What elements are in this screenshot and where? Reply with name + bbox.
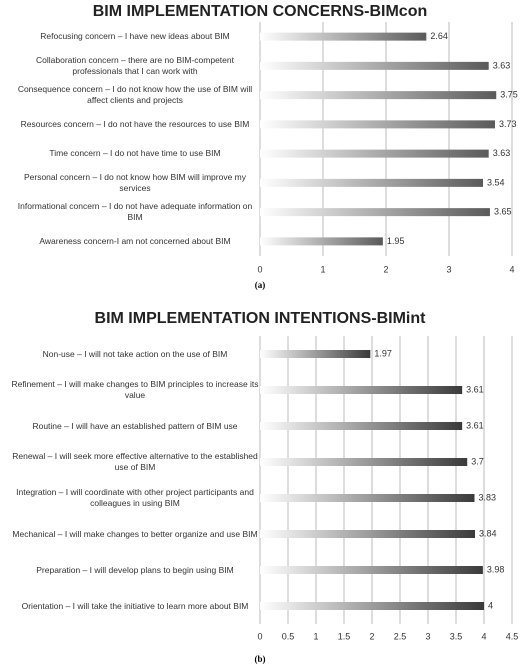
caption: (a)	[255, 280, 266, 290]
y-tick-label: Time concern – I do not have time to use…	[49, 148, 221, 159]
category-label-box: Integration – I will coordinate with oth…	[16, 487, 254, 508]
value-label: 4	[488, 600, 493, 610]
value-label: 3.54	[487, 177, 505, 187]
x-tick-label: 1	[320, 264, 325, 274]
category-label-box: Refinement – I will make changes to BIM …	[11, 379, 259, 400]
bar	[260, 178, 484, 187]
bar	[260, 494, 475, 502]
bar	[260, 208, 490, 217]
bar	[260, 91, 497, 100]
x-tick-label: 2.5	[394, 631, 407, 641]
x-tick-label: 1.5	[338, 631, 351, 641]
bar	[260, 566, 483, 574]
bar	[260, 530, 476, 538]
y-tick-label: Preparation – I will develop plans to be…	[36, 564, 234, 575]
bar	[260, 386, 463, 394]
bar	[260, 61, 489, 70]
x-tick-label: 4.5	[506, 631, 519, 641]
x-tick-label: 0	[257, 631, 262, 641]
value-label: 3.61	[466, 420, 484, 430]
x-tick-label: 1	[313, 631, 318, 641]
y-tick-label: Integration – I will coordinate with oth…	[16, 487, 254, 508]
x-tick-label: 3	[425, 631, 430, 641]
y-tick-label: Renewal – I will seek more effective alt…	[12, 451, 258, 472]
category-label-box: Refocusing concern – I have new ideas ab…	[40, 31, 230, 42]
x-tick-label: 0.5	[282, 631, 295, 641]
category-label-box: Orientation – I will take the initiative…	[21, 600, 249, 611]
value-label: 3.61	[466, 384, 484, 394]
x-tick-label: 3.5	[450, 631, 463, 641]
category-label-box: Resources concern – I do not have the re…	[20, 118, 250, 129]
x-tick-label: 2	[383, 264, 388, 274]
bar	[260, 32, 427, 41]
bar	[260, 458, 468, 466]
bar	[260, 350, 371, 358]
y-tick-label: Collaboration concern – there are no BIM…	[36, 54, 234, 76]
x-tick-label: 4	[509, 264, 514, 274]
value-label: 3.75	[500, 90, 518, 100]
value-label: 3.63	[493, 148, 511, 158]
category-label-box: Consequence concern – I do not know how …	[17, 84, 253, 106]
y-tick-label: Orientation – I will take the initiative…	[21, 600, 249, 611]
value-label: 2.64	[430, 31, 448, 41]
chart-title: BIM IMPLEMENTATION INTENTIONS-BIMint	[95, 310, 427, 327]
value-label: 3.98	[487, 564, 505, 574]
value-label: 3.84	[479, 528, 497, 538]
y-tick-label: Informational concern – I do not have ad…	[17, 201, 253, 223]
category-label-box: Renewal – I will seek more effective alt…	[12, 451, 258, 472]
y-tick-label: Resources concern – I do not have the re…	[20, 118, 250, 129]
category-label-box: Collaboration concern – there are no BIM…	[36, 54, 234, 76]
value-label: 3.73	[499, 119, 517, 129]
category-label-box: Routine – I will have an established pat…	[32, 420, 238, 431]
category-label-box: Awareness concern-I am not concerned abo…	[39, 235, 231, 246]
value-label: 1.97	[374, 348, 392, 358]
bar	[260, 602, 484, 610]
y-tick-label: Refinement – I will make changes to BIM …	[11, 379, 259, 400]
x-tick-label: 4	[481, 631, 486, 641]
y-tick-label: Personal concern – I do not know how BIM…	[23, 171, 247, 193]
category-label-box: Preparation – I will develop plans to be…	[36, 564, 234, 575]
value-label: 3.83	[478, 492, 496, 502]
y-tick-label: Awareness concern-I am not concerned abo…	[39, 235, 231, 246]
caption: (b)	[255, 654, 266, 664]
y-tick-label: Mechanical – I will make changes to bett…	[12, 528, 258, 539]
value-label: 3.7	[471, 456, 484, 466]
category-label-box: Personal concern – I do not know how BIM…	[23, 171, 247, 193]
bar	[260, 422, 463, 430]
x-tick-label: 2	[369, 631, 374, 641]
x-tick-label: 3	[446, 264, 451, 274]
value-label: 3.63	[493, 60, 511, 70]
category-label-box: Time concern – I do not have time to use…	[49, 148, 221, 159]
value-label: 1.95	[387, 236, 405, 246]
bar	[260, 149, 489, 158]
category-label-box: Non-use – I will not take action on the …	[42, 348, 228, 359]
y-tick-label: Consequence concern – I do not know how …	[17, 84, 253, 106]
chart-title: BIM IMPLEMENTATION CONCERNS-BIMcon	[93, 3, 428, 20]
bar	[260, 237, 383, 246]
y-tick-label: Refocusing concern – I have new ideas ab…	[40, 31, 230, 42]
category-label-box: Mechanical – I will make changes to bett…	[12, 528, 258, 539]
value-label: 3.65	[494, 207, 512, 217]
y-tick-label: Non-use – I will not take action on the …	[42, 348, 228, 359]
bar	[260, 120, 495, 129]
y-tick-label: Routine – I will have an established pat…	[32, 420, 238, 431]
category-label-box: Informational concern – I do not have ad…	[17, 201, 253, 223]
x-tick-label: 0	[257, 264, 262, 274]
